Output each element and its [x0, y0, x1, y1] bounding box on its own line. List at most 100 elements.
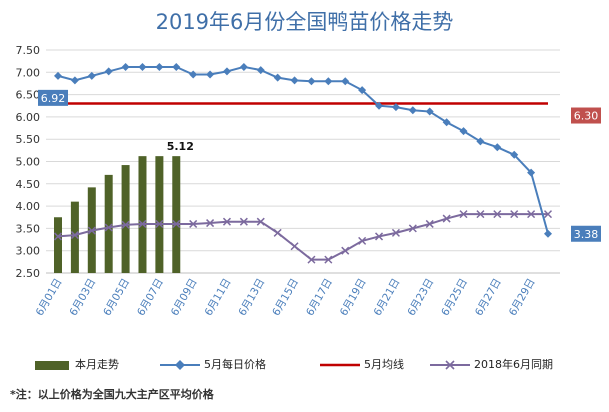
- bar: [138, 156, 147, 273]
- series-2018-point: [543, 210, 553, 219]
- series-may-point: [206, 70, 215, 79]
- series-may-point: [375, 101, 384, 110]
- legend-item-may-average: 5月均线: [320, 356, 404, 372]
- bar: [104, 174, 113, 273]
- x-tick-label: 6月29日: [507, 277, 538, 319]
- legend-item-bars: 本月走势: [35, 356, 119, 372]
- legend-label-2018: 2018年6月同期: [474, 358, 553, 371]
- series-2018-point: [273, 228, 282, 237]
- y-tick-label: 4.50: [16, 178, 41, 191]
- series-2018-point: [442, 214, 451, 223]
- series-2018-point: [290, 242, 299, 251]
- x-tick-label: 6月27日: [473, 276, 504, 318]
- series-2018-point: [172, 219, 181, 228]
- series-2018-point: [375, 232, 384, 241]
- series-may-point: [104, 67, 113, 76]
- series-may-point: [358, 86, 367, 95]
- series-may-point: [172, 62, 181, 71]
- series-may-point: [493, 143, 502, 152]
- series-may-point: [239, 62, 248, 71]
- bar: [155, 156, 164, 273]
- series-2018-line: [57, 213, 548, 261]
- y-tick-label: 4.00: [16, 200, 41, 213]
- series-2018-point: [459, 210, 468, 219]
- series-may-point: [121, 62, 130, 71]
- legend-swatch-bars: [35, 360, 69, 370]
- series-2018-point: [358, 236, 367, 245]
- series-2018-point: [256, 217, 265, 226]
- legend-swatch-2018: [430, 360, 470, 370]
- series-2018-point: [425, 219, 434, 228]
- x-tick-label: 6月11日: [203, 277, 234, 319]
- series-may-point: [307, 77, 316, 86]
- series-may-point: [476, 137, 485, 146]
- series-2018-point: [324, 255, 333, 264]
- series-may-point: [155, 62, 164, 71]
- bar: [54, 217, 62, 273]
- legend-swatch-may-daily: [160, 360, 200, 370]
- series-2018-point: [104, 223, 113, 232]
- legend-label-may-average: 5月均线: [364, 358, 404, 371]
- series-2018-point: [222, 217, 231, 226]
- average-value-label-box: [571, 107, 601, 124]
- series-may-point: [425, 107, 434, 116]
- series-2018-point: [493, 210, 502, 219]
- x-tick-label: 6月15日: [270, 277, 301, 319]
- series-may-point: [70, 76, 79, 85]
- legend-item-may-daily: 5月每日价格: [160, 356, 266, 372]
- bar: [172, 156, 181, 273]
- series-may-point: [544, 229, 552, 238]
- series-2018-point: [307, 255, 316, 264]
- series-may-point: [87, 71, 96, 80]
- y-tick-label: 5.00: [16, 156, 41, 169]
- y-tick-label: 7.00: [16, 66, 41, 79]
- y-tick-label: 3.50: [16, 222, 41, 235]
- x-tick-label: 6月13日: [236, 277, 267, 319]
- x-tick-label: 6月17日: [304, 277, 335, 319]
- x-tick-label: 6月23日: [405, 277, 436, 319]
- bar: [70, 201, 79, 273]
- bar: [121, 165, 130, 273]
- series-may-point: [408, 106, 417, 115]
- legend-swatch-may-average: [320, 363, 360, 367]
- series-may-point: [527, 168, 536, 177]
- legend-label-bars: 本月走势: [75, 358, 119, 371]
- series-may-point: [222, 67, 231, 76]
- series-2018-point: [70, 231, 79, 240]
- series-2018-point: [121, 220, 130, 229]
- series-2018-point: [53, 232, 63, 241]
- y-tick-label: 6.50: [16, 89, 41, 102]
- series-2018-point: [155, 219, 164, 228]
- series-may-point: [459, 127, 468, 136]
- end-value-label-box: [571, 225, 601, 242]
- y-tick-label: 5.50: [16, 133, 41, 146]
- series-may-point: [273, 73, 282, 82]
- series-may-point: [290, 76, 299, 85]
- x-tick-label: 6月03日: [67, 277, 98, 319]
- y-tick-label: 3.00: [16, 245, 41, 258]
- y-tick-label: 7.50: [16, 44, 41, 57]
- series-may-point: [189, 70, 198, 79]
- series-may-point: [510, 150, 519, 159]
- x-tick-label: 6月09日: [169, 277, 200, 319]
- series-may-line: [57, 65, 549, 235]
- footnote: *注：以上价格为全国九大主产区平均价格: [10, 388, 214, 401]
- series-may-point: [442, 118, 451, 127]
- series-may-point: [391, 103, 400, 112]
- series-may-point: [54, 71, 62, 80]
- bar-top-value-label: 5.12: [167, 140, 194, 153]
- series-2018-point: [391, 228, 400, 237]
- series-2018-point: [341, 246, 350, 255]
- y-tick-label: 2.50: [16, 267, 41, 280]
- series-2018-point: [189, 219, 198, 228]
- end-value-label: 3.38: [574, 228, 599, 241]
- x-tick-label: 6月07日: [135, 277, 166, 319]
- series-may-point: [138, 62, 147, 71]
- average-value-label: 6.30: [574, 110, 599, 123]
- x-tick-label: 6月19日: [338, 277, 369, 319]
- start-value-label: 6.92: [41, 92, 66, 105]
- series-2018-point: [476, 210, 485, 219]
- series-2018-point: [510, 210, 519, 219]
- x-tick-label: 6月21日: [372, 277, 403, 319]
